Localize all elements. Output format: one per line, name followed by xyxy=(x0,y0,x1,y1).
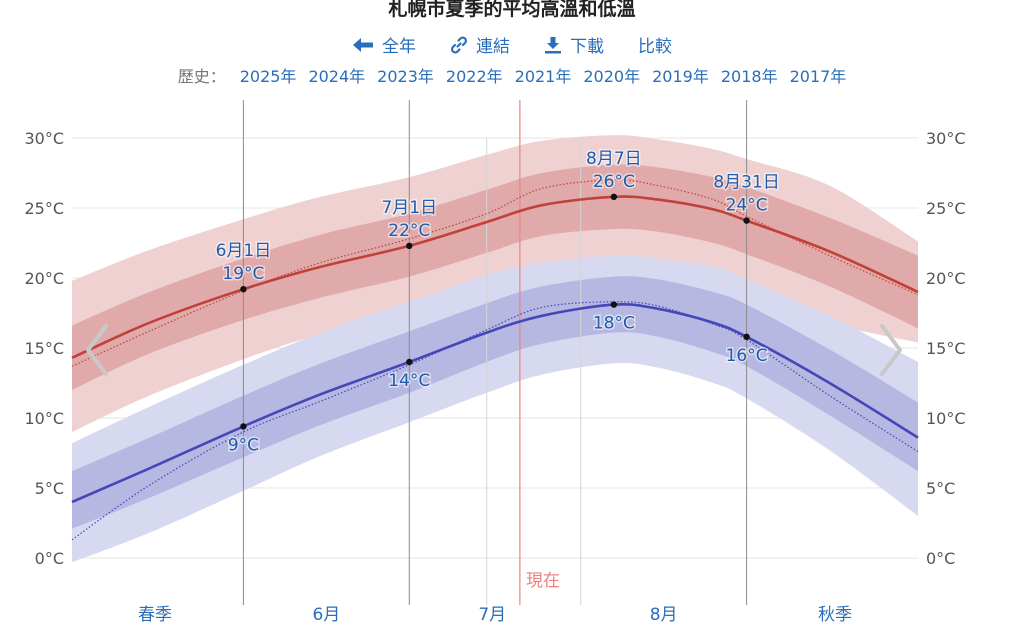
x-axis-label: 6月 xyxy=(312,605,340,625)
download-button[interactable]: 下載 xyxy=(544,32,604,57)
y-tick-label-left: 15°C xyxy=(24,339,64,358)
y-tick-label-left: 20°C xyxy=(24,269,64,288)
y-tick-label-left: 0°C xyxy=(35,549,64,568)
history-year-2024[interactable]: 2024年 xyxy=(308,67,366,86)
history-year-2020[interactable]: 2020年 xyxy=(583,67,641,86)
data-point-low xyxy=(610,301,618,308)
download-icon xyxy=(545,36,561,53)
data-point-high xyxy=(743,217,750,224)
y-tick-label-right: 10°C xyxy=(926,409,966,428)
data-point-low xyxy=(406,358,413,366)
y-tick-label-right: 20°C xyxy=(926,269,966,288)
link-button[interactable]: 連結 xyxy=(450,32,510,57)
arrow-left-icon xyxy=(353,37,373,52)
marker-date-label: 7月1日 xyxy=(381,198,437,218)
high-band-inner xyxy=(72,164,918,390)
marker-value-label: 24°C xyxy=(726,196,768,216)
now-label: 現在 xyxy=(526,571,560,591)
marker-value-label: 26°C xyxy=(593,172,635,192)
y-tick-label-right: 25°C xyxy=(926,199,966,218)
marker-date-label: 8月31日 xyxy=(713,173,779,193)
all-year-link[interactable]: 全年 xyxy=(352,32,416,57)
compare-label: 比較 xyxy=(638,37,672,57)
history-year-2025[interactable]: 2025年 xyxy=(239,67,297,86)
all-year-label: 全年 xyxy=(382,37,416,57)
high-current-year-line xyxy=(71,179,919,367)
y-tick-label-left: 5°C xyxy=(35,479,64,498)
x-axis-label: 8月 xyxy=(650,605,678,625)
y-tick-label-left: 10°C xyxy=(24,409,64,428)
download-label: 下載 xyxy=(570,37,604,57)
data-point-low xyxy=(743,333,750,340)
history-year-2021[interactable]: 2021年 xyxy=(514,67,572,86)
y-tick-label-right: 5°C xyxy=(926,479,955,498)
y-tick-label-right: 0°C xyxy=(926,549,955,568)
marker-value-label: 18°C xyxy=(593,314,635,334)
y-tick-label-right: 15°C xyxy=(926,339,966,358)
history-year-2023[interactable]: 2023年 xyxy=(377,67,434,86)
history-year-2017[interactable]: 2017年 xyxy=(789,67,847,86)
history-year-2018[interactable]: 2018年 xyxy=(720,67,778,86)
history-year-2019[interactable]: 2019年 xyxy=(652,67,709,86)
x-axis-label: 7月 xyxy=(478,605,506,625)
link-icon xyxy=(450,35,468,54)
x-axis-label: 秋季 xyxy=(818,605,852,625)
x-axis-label: 春季 xyxy=(138,605,172,625)
low-mean-line xyxy=(71,303,919,504)
marker-value-label: 9°C xyxy=(228,435,259,455)
low-current-year-line xyxy=(71,301,919,541)
y-tick-label-left: 25°C xyxy=(24,199,64,218)
data-point-high xyxy=(610,193,618,200)
history-bar: 歷史： 2025年 2024年 2023年 2022年 2021年 2020年 … xyxy=(0,63,1024,87)
data-point-high xyxy=(240,286,247,293)
marker-date-label: 6月1日 xyxy=(216,241,272,261)
chevron-left-icon[interactable] xyxy=(82,322,112,378)
marker-date-label: 8月7日 xyxy=(586,149,642,169)
marker-value-label: 14°C xyxy=(388,371,430,391)
marker-value-label: 19°C xyxy=(222,264,264,284)
history-year-2022[interactable]: 2022年 xyxy=(445,67,503,86)
marker-value-label: 16°C xyxy=(726,346,768,366)
y-tick-label-left: 30°C xyxy=(24,129,64,148)
marker-value-label: 22°C xyxy=(388,221,430,241)
data-point-high xyxy=(406,242,413,249)
toolbar: 全年 連結 下載 比較 xyxy=(0,32,1024,57)
chart-title: 札幌市夏季的平均高溫和低溫 xyxy=(388,0,636,20)
low-band-inner xyxy=(72,276,918,529)
compare-link[interactable]: 比較 xyxy=(638,32,672,57)
high-mean-line xyxy=(71,195,919,359)
data-point-low xyxy=(240,423,247,430)
y-tick-label-right: 30°C xyxy=(926,129,966,148)
chevron-right-icon[interactable] xyxy=(876,322,906,378)
link-label: 連結 xyxy=(476,37,510,57)
history-label: 歷史： xyxy=(177,67,226,86)
